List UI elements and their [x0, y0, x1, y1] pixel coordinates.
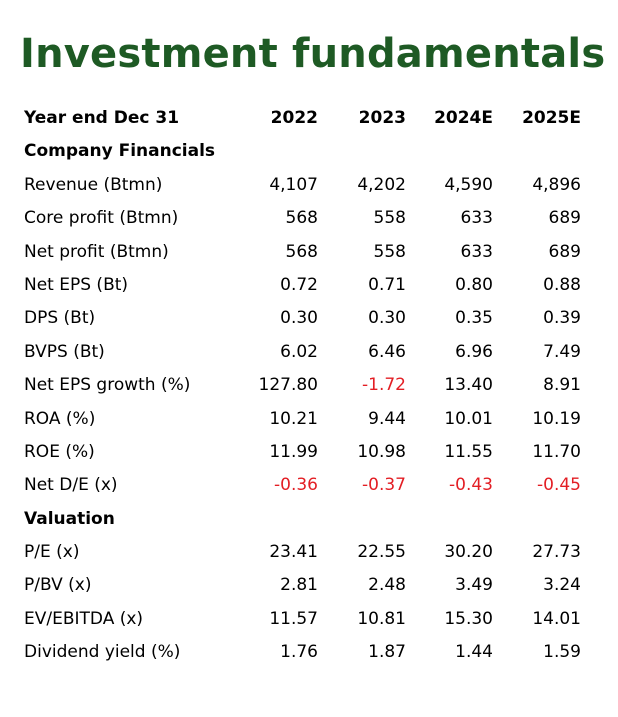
value-cell: 1.59 — [543, 642, 581, 663]
value-cell: 6.46 — [368, 341, 406, 362]
value-cell: 23.41 — [269, 542, 318, 563]
table-body: Company Financials Revenue (Btmn) 4,107 4,2… — [24, 135, 590, 669]
value-cell: 689 — [548, 241, 581, 262]
value-cell: 10.98 — [357, 441, 406, 462]
value-cell: -0.37 — [362, 475, 406, 496]
value-cell: 558 — [373, 241, 406, 262]
row-label: Core profit (Btmn) — [24, 208, 179, 229]
value-cell: 7.49 — [543, 341, 581, 362]
row-label: Dividend yield (%) — [24, 642, 181, 663]
value-cell: 13.40 — [444, 375, 493, 396]
section-heading: Company Financials — [24, 141, 216, 162]
value-cell: 0.88 — [543, 274, 581, 295]
table-row: Dividend yield (%) 1.76 1.87 1.44 1.59 — [24, 636, 590, 669]
value-cell: 0.35 — [455, 308, 493, 329]
section-heading-row: Company Financials — [24, 135, 590, 168]
row-label: ROA (%) — [24, 408, 96, 429]
value-cell: 10.19 — [532, 408, 581, 429]
value-cell: 30.20 — [444, 542, 493, 563]
value-cell: 11.57 — [269, 608, 318, 629]
value-cell: 4,590 — [444, 174, 493, 195]
row-label: Net profit (Btmn) — [24, 241, 169, 262]
value-cell: 1.76 — [280, 642, 318, 663]
value-cell: 0.39 — [543, 308, 581, 329]
table-row: DPS (Bt) 0.30 0.30 0.35 0.39 — [24, 302, 590, 335]
value-cell: 568 — [285, 241, 318, 262]
value-cell: 0.72 — [280, 274, 318, 295]
table-row: P/BV (x) 2.81 2.48 3.49 3.24 — [24, 569, 590, 602]
value-cell: 0.71 — [368, 274, 406, 295]
value-cell: -0.43 — [449, 475, 493, 496]
value-cell: 0.30 — [280, 308, 318, 329]
section-heading-row: Valuation — [24, 503, 590, 536]
table-row: ROE (%) 11.99 10.98 11.55 11.70 — [24, 436, 590, 469]
value-cell: 558 — [373, 208, 406, 229]
value-cell: 633 — [460, 241, 493, 262]
year-header: 2023 — [358, 108, 406, 128]
value-cell: 15.30 — [444, 608, 493, 629]
value-cell: 10.21 — [269, 408, 318, 429]
value-cell: 6.96 — [455, 341, 493, 362]
header-label: Year end Dec 31 — [24, 108, 180, 128]
table-row: Core profit (Btmn) 568 558 633 689 — [24, 202, 590, 235]
row-label: Revenue (Btmn) — [24, 174, 163, 195]
row-label: ROE (%) — [24, 441, 95, 462]
value-cell: 3.49 — [455, 575, 493, 596]
fundamentals-table: Year end Dec 31 2022 2023 2024E 2025E Co… — [24, 102, 590, 670]
value-cell: 27.73 — [532, 542, 581, 563]
value-cell: 127.80 — [258, 375, 318, 396]
row-label: Net EPS growth (%) — [24, 375, 191, 396]
value-cell: 4,896 — [532, 174, 581, 195]
value-cell: 3.24 — [543, 575, 581, 596]
table-row: ROA (%) 10.21 9.44 10.01 10.19 — [24, 403, 590, 436]
value-cell: 4,202 — [357, 174, 406, 195]
value-cell: -1.72 — [362, 375, 406, 396]
table-header-row: Year end Dec 31 2022 2023 2024E 2025E — [24, 102, 590, 135]
value-cell: 633 — [460, 208, 493, 229]
row-label: P/BV (x) — [24, 575, 92, 596]
table-row: Revenue (Btmn) 4,107 4,202 4,590 4,896 — [24, 169, 590, 202]
value-cell: 2.48 — [368, 575, 406, 596]
page-title: Investment fundamentals — [20, 31, 606, 77]
table-row: Net D/E (x) -0.36 -0.37 -0.43 -0.45 — [24, 469, 590, 502]
year-header: 2024E — [434, 108, 493, 128]
year-header: 2022 — [270, 108, 318, 128]
row-label: Net D/E (x) — [24, 475, 118, 496]
value-cell: 8.91 — [543, 375, 581, 396]
row-label: P/E (x) — [24, 542, 80, 563]
table-row: EV/EBITDA (x) 11.57 10.81 15.30 14.01 — [24, 603, 590, 636]
row-label: BVPS (Bt) — [24, 341, 105, 362]
row-label: Net EPS (Bt) — [24, 274, 129, 295]
table-row: Net EPS (Bt) 0.72 0.71 0.80 0.88 — [24, 269, 590, 302]
table-row: Net EPS growth (%) 127.80 -1.72 13.40 8.91 — [24, 369, 590, 402]
value-cell: 0.80 — [455, 274, 493, 295]
value-cell: 11.99 — [269, 441, 318, 462]
row-label: DPS (Bt) — [24, 308, 96, 329]
value-cell: 568 — [285, 208, 318, 229]
value-cell: 10.01 — [444, 408, 493, 429]
value-cell: 1.44 — [455, 642, 493, 663]
year-header: 2025E — [522, 108, 581, 128]
value-cell: 4,107 — [269, 174, 318, 195]
value-cell: 2.81 — [280, 575, 318, 596]
value-cell: 0.30 — [368, 308, 406, 329]
value-cell: 11.55 — [444, 441, 493, 462]
value-cell: 6.02 — [280, 341, 318, 362]
value-cell: 11.70 — [532, 441, 581, 462]
value-cell: 689 — [548, 208, 581, 229]
table-row: Net profit (Btmn) 568 558 633 689 — [24, 236, 590, 269]
section-heading: Valuation — [24, 508, 115, 529]
value-cell: -0.45 — [537, 475, 581, 496]
table-row: P/E (x) 23.41 22.55 30.20 27.73 — [24, 536, 590, 569]
value-cell: 1.87 — [368, 642, 406, 663]
value-cell: 9.44 — [368, 408, 406, 429]
value-cell: -0.36 — [274, 475, 318, 496]
row-label: EV/EBITDA (x) — [24, 608, 144, 629]
value-cell: 14.01 — [532, 608, 581, 629]
value-cell: 10.81 — [357, 608, 406, 629]
value-cell: 22.55 — [357, 542, 406, 563]
table-row: BVPS (Bt) 6.02 6.46 6.96 7.49 — [24, 336, 590, 369]
